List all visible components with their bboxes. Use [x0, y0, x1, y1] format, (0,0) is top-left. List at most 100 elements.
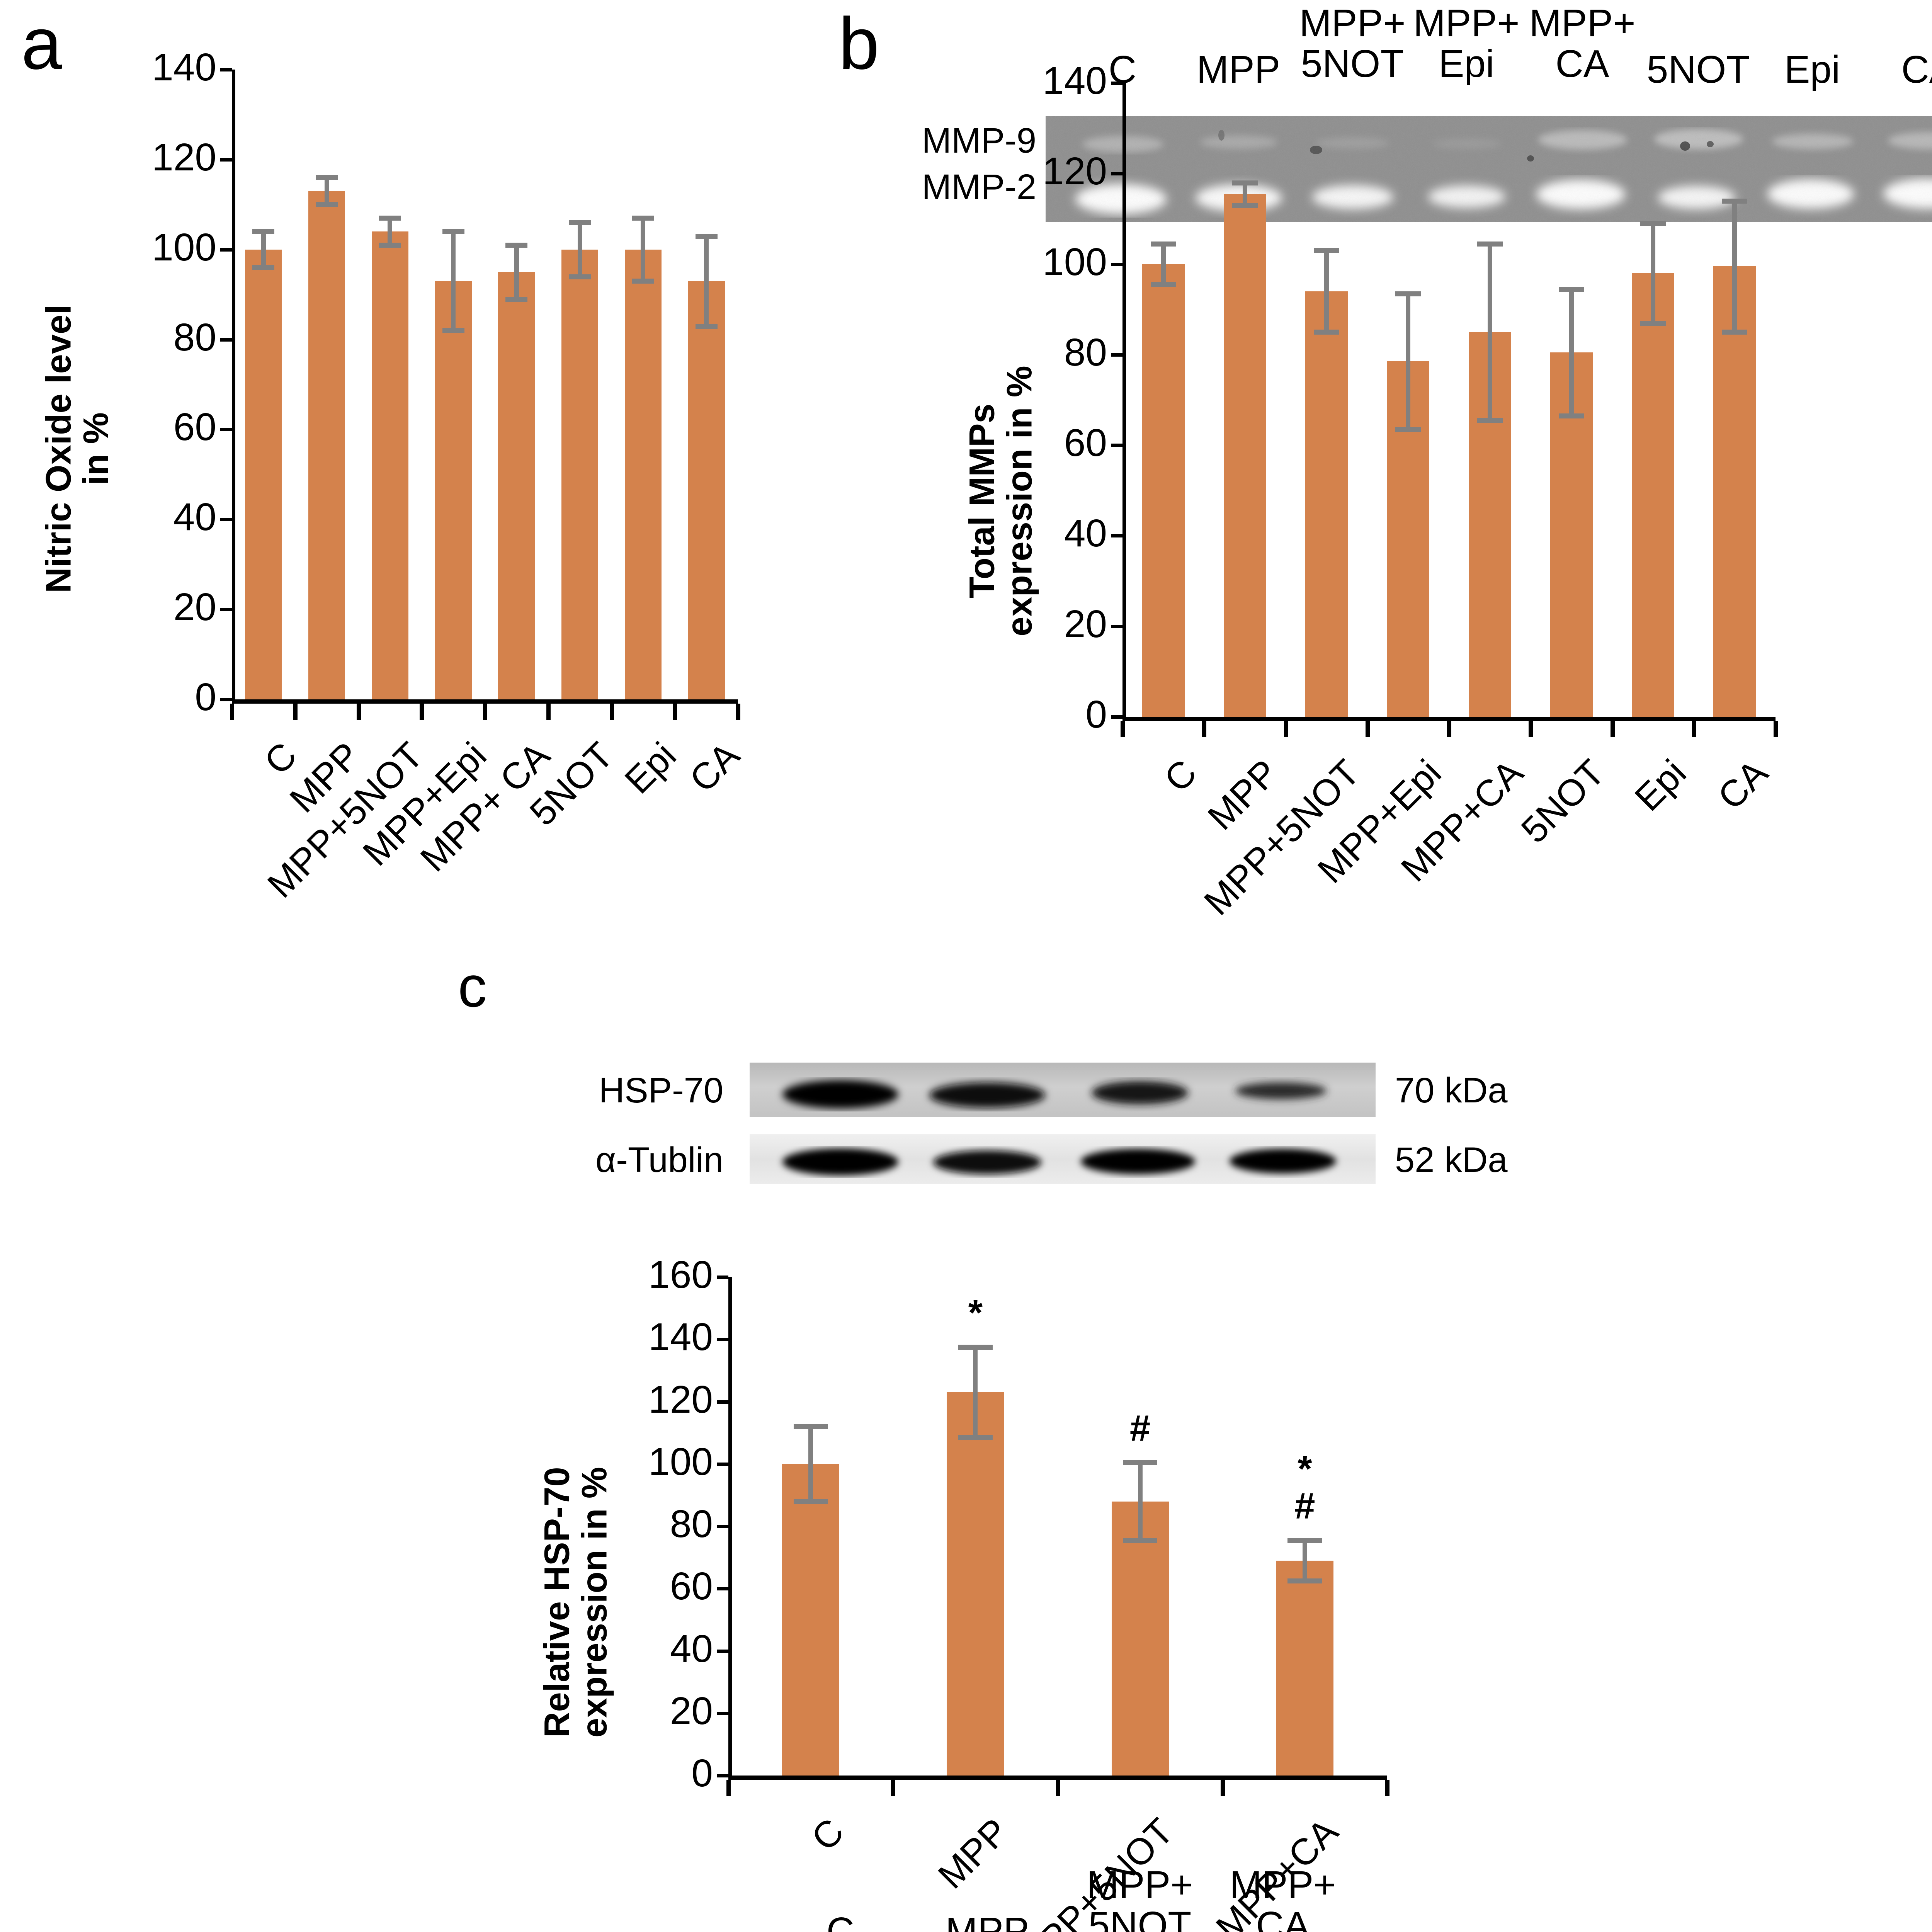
bar — [1276, 1560, 1333, 1776]
bar — [498, 272, 535, 699]
error-bar-cap — [1123, 1460, 1158, 1465]
y-axis-tick-label: 160 — [648, 1253, 713, 1296]
error-bar — [261, 231, 266, 268]
error-bar-cap — [1287, 1578, 1322, 1584]
x-axis-tick — [1365, 721, 1370, 737]
bar — [245, 249, 282, 699]
lane-label: MPP+ CA — [1230, 1863, 1336, 1932]
x-axis-line — [232, 699, 738, 704]
y-axis-tick-label: 60 — [1064, 421, 1107, 465]
lane-label: C — [826, 1910, 855, 1932]
y-axis-tick — [220, 428, 232, 432]
panel-a: a Nitric Oxide level in % 0 20 40 60 80 100 12… — [0, 0, 831, 908]
error-bar — [1324, 250, 1329, 332]
alpha-tubulin-blot-image — [750, 1134, 1376, 1184]
bar — [947, 1392, 1004, 1776]
y-axis-tick — [1111, 715, 1122, 719]
bar — [1223, 194, 1266, 717]
error-bar-cap — [379, 216, 401, 221]
error-bar — [514, 245, 519, 299]
lane-label: MPP+ CA — [1529, 2, 1636, 85]
panel-b-plot: 0 20 40 60 80 100 120 140 C MPP MPP+5NOT MPP+Epi MPP… — [831, 0, 1932, 923]
error-bar — [1161, 243, 1166, 285]
error-bar-cap — [1314, 330, 1340, 335]
hsp70-blot-image — [750, 1063, 1376, 1117]
panel-c-blot-lane-labels: C MPP MPP+ 5NOT MPP+ CA — [0, 908, 1932, 1932]
error-bar — [808, 1427, 813, 1502]
error-bar-cap — [1722, 198, 1748, 204]
panel-a-letter: a — [21, 3, 62, 85]
bar — [561, 249, 599, 699]
y-axis-tick — [1111, 172, 1122, 176]
y-axis-tick-label: 0 — [1085, 693, 1107, 736]
error-bar — [1242, 182, 1247, 206]
y-axis-tick-label: 100 — [1043, 240, 1107, 284]
y-axis-line — [728, 1277, 732, 1776]
bar — [688, 281, 725, 699]
y-axis-tick-label: 140 — [1043, 59, 1107, 102]
lane-label: MPP — [1196, 48, 1281, 91]
zymography-gel-image — [1046, 116, 1932, 222]
error-bar — [577, 222, 582, 277]
bar — [1142, 264, 1185, 717]
error-bar-cap — [695, 323, 718, 329]
x-axis-category-label: C — [803, 1810, 852, 1859]
x-axis-tick — [1202, 721, 1207, 737]
x-axis-tick — [546, 704, 551, 720]
y-axis-tick — [1111, 444, 1122, 447]
panel-c-plot: 0 20 40 60 80 100 120 140 160 C * MPP # MPP+5NOT * # MP… — [0, 908, 1932, 1932]
panel-b-row-label-mmp9: MMP-9 — [922, 121, 1036, 160]
error-bar-cap — [316, 202, 338, 207]
y-axis-tick — [717, 1649, 728, 1653]
significance-marker: # — [1129, 1407, 1151, 1449]
error-bar — [324, 177, 329, 205]
error-bar-cap — [1287, 1538, 1322, 1543]
lane-label: MPP+ 5NOT — [1087, 1863, 1193, 1932]
error-bar-cap — [252, 265, 275, 270]
x-axis-tick — [1610, 721, 1615, 737]
lane-label: CA — [1901, 48, 1932, 91]
y-axis-line — [1122, 83, 1126, 718]
error-bar-cap — [1395, 427, 1421, 432]
error-bar-cap — [1558, 287, 1584, 292]
bar — [624, 249, 662, 699]
error-bar — [1732, 201, 1737, 332]
lane-label: Epi — [1784, 48, 1840, 91]
error-bar-cap — [1232, 180, 1258, 185]
bar — [1632, 273, 1675, 717]
y-axis-tick — [1111, 353, 1122, 357]
error-bar-cap — [1150, 241, 1176, 247]
bar — [1713, 266, 1756, 717]
y-axis-tick-label: 140 — [648, 1315, 713, 1359]
y-axis-tick — [717, 1711, 728, 1715]
error-bar-cap — [442, 328, 464, 333]
panel-c: c C MPP MPP+ 5NOT MPP+ CA — [0, 908, 1932, 1932]
lane-label: MPP — [945, 1910, 1029, 1932]
panel-b-row-label-mmp2: MMP-2 — [922, 167, 1036, 207]
error-bar — [388, 218, 393, 245]
y-axis-tick-label: 100 — [152, 225, 216, 269]
error-bar-cap — [632, 216, 654, 221]
bar — [435, 281, 472, 699]
y-axis-tick-label: 60 — [173, 405, 216, 449]
y-axis-tick — [1111, 262, 1122, 266]
error-bar-cap — [1477, 241, 1503, 247]
x-axis-line — [728, 1776, 1387, 1780]
x-axis-tick — [1529, 721, 1533, 737]
x-axis-tick — [1220, 1780, 1225, 1796]
y-axis-tick — [1111, 624, 1122, 628]
x-axis-tick — [726, 1780, 731, 1796]
x-axis-tick — [356, 704, 361, 720]
error-bar — [704, 236, 709, 326]
error-bar-cap — [1314, 248, 1340, 253]
error-bar-cap — [505, 243, 528, 248]
y-axis-tick-label: 0 — [195, 675, 216, 719]
y-axis-tick-label: 80 — [173, 315, 216, 359]
lane-label: MPP+ 5NOT — [1299, 2, 1406, 85]
error-bar-cap — [1640, 320, 1666, 326]
error-bar-cap — [1232, 203, 1258, 208]
y-axis-tick-label: 120 — [1043, 150, 1107, 193]
y-axis-tick — [1111, 82, 1122, 85]
x-axis-tick — [609, 704, 614, 720]
significance-marker: * — [968, 1292, 983, 1334]
